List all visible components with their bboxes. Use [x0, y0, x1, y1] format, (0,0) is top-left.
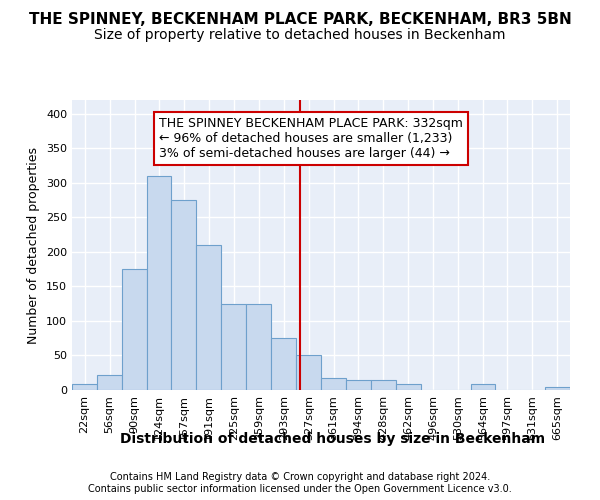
- Text: THE SPINNEY BECKENHAM PLACE PARK: 332sqm
← 96% of detached houses are smaller (1: THE SPINNEY BECKENHAM PLACE PARK: 332sqm…: [159, 118, 463, 160]
- Text: Size of property relative to detached houses in Beckenham: Size of property relative to detached ho…: [94, 28, 506, 42]
- Bar: [72, 384, 97, 390]
- Text: Distribution of detached houses by size in Beckenham: Distribution of detached houses by size …: [121, 432, 545, 446]
- Bar: [97, 375, 122, 390]
- Bar: [221, 304, 247, 390]
- Bar: [172, 200, 196, 390]
- Bar: [371, 380, 395, 390]
- Bar: [196, 245, 221, 390]
- Bar: [247, 304, 271, 390]
- Bar: [296, 356, 322, 390]
- Bar: [346, 380, 371, 390]
- Text: THE SPINNEY, BECKENHAM PLACE PARK, BECKENHAM, BR3 5BN: THE SPINNEY, BECKENHAM PLACE PARK, BECKE…: [29, 12, 571, 28]
- Y-axis label: Number of detached properties: Number of detached properties: [28, 146, 40, 344]
- Bar: [395, 384, 421, 390]
- Text: Contains public sector information licensed under the Open Government Licence v3: Contains public sector information licen…: [88, 484, 512, 494]
- Bar: [147, 176, 172, 390]
- Bar: [122, 269, 147, 390]
- Bar: [271, 338, 296, 390]
- Bar: [545, 386, 570, 390]
- Text: Contains HM Land Registry data © Crown copyright and database right 2024.: Contains HM Land Registry data © Crown c…: [110, 472, 490, 482]
- Bar: [470, 384, 495, 390]
- Bar: [322, 378, 346, 390]
